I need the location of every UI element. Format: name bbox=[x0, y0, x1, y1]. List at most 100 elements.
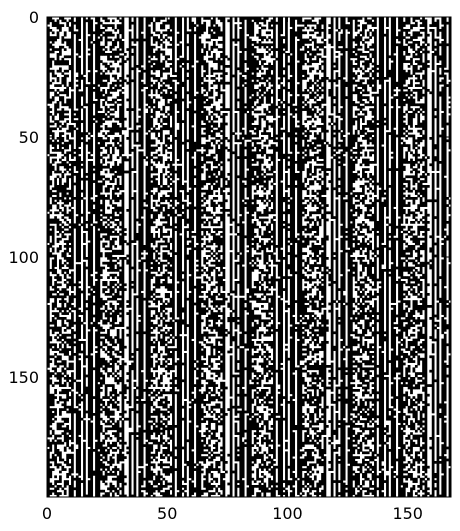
heatmap-cell-run bbox=[369, 132, 372, 138]
heatmap-cell-run bbox=[68, 55, 72, 59]
heatmap-cell-run bbox=[71, 372, 74, 390]
heatmap-cell-run bbox=[258, 413, 262, 416]
heatmap-cell-run bbox=[172, 165, 175, 181]
heatmap-cell-run bbox=[116, 259, 120, 263]
heatmap-cell-run bbox=[116, 79, 120, 90]
heatmap-cell-run bbox=[109, 482, 113, 493]
heatmap-cell-run bbox=[169, 89, 173, 92]
heatmap-cell-run bbox=[244, 48, 247, 51]
heatmap-cell-run bbox=[337, 185, 341, 188]
heatmap-cell-run bbox=[345, 96, 348, 99]
heatmap-cell-run bbox=[292, 17, 296, 104]
heatmap-cell-run bbox=[193, 463, 197, 467]
heatmap-cell-run bbox=[61, 487, 65, 491]
heatmap-cell-run bbox=[386, 434, 389, 443]
heatmap-cell-run bbox=[407, 300, 411, 308]
heatmap-cell-run bbox=[352, 261, 356, 265]
heatmap-cell-run bbox=[270, 252, 274, 260]
heatmap-cell-run bbox=[169, 276, 173, 279]
heatmap-cell-run bbox=[56, 110, 60, 114]
heatmap-cell-run bbox=[66, 55, 69, 59]
heatmap-cell-run bbox=[412, 288, 416, 296]
heatmap-cell-run bbox=[251, 355, 255, 359]
heatmap-cell-run bbox=[299, 50, 303, 315]
heatmap-cell-run bbox=[301, 235, 305, 241]
heatmap-cell-run bbox=[265, 81, 269, 87]
heatmap-cell-run bbox=[263, 26, 267, 30]
heatmap-cell-run bbox=[75, 110, 79, 119]
heatmap-cell-run bbox=[364, 261, 368, 267]
heatmap-cell-run bbox=[412, 41, 416, 51]
heatmap-cell-run bbox=[138, 146, 142, 150]
heatmap-cell-run bbox=[359, 199, 363, 203]
heatmap-cell-run bbox=[49, 36, 53, 42]
heatmap-cell-run bbox=[407, 468, 411, 471]
heatmap-cell-run bbox=[304, 369, 308, 373]
heatmap-cell-run bbox=[265, 389, 269, 392]
heatmap-cell-run bbox=[102, 17, 106, 20]
heatmap-cell-run bbox=[90, 137, 94, 155]
heatmap-cell-run bbox=[200, 360, 204, 368]
heatmap-cell-run bbox=[306, 420, 310, 423]
heatmap-cell-run bbox=[59, 170, 62, 174]
heatmap-cell-run bbox=[73, 110, 77, 114]
heatmap-cell-run bbox=[270, 218, 274, 224]
heatmap-cell-run bbox=[313, 451, 317, 455]
heatmap-cell-run bbox=[205, 293, 209, 296]
heatmap-cell-run bbox=[210, 261, 214, 265]
heatmap-cell-run bbox=[258, 65, 262, 71]
heatmap-cell-run bbox=[357, 103, 360, 109]
heatmap-cell-run bbox=[236, 261, 240, 265]
heatmap-cell-run bbox=[66, 225, 69, 229]
heatmap-cell-run bbox=[97, 451, 101, 498]
heatmap-cell-run bbox=[354, 117, 358, 121]
heatmap-cell-run bbox=[104, 165, 108, 169]
heatmap-cell-run bbox=[414, 149, 418, 164]
heatmap-cell-run bbox=[261, 115, 264, 119]
heatmap-cell-run bbox=[119, 257, 122, 260]
heatmap-cell-run bbox=[49, 252, 53, 258]
heatmap-cell-run bbox=[325, 257, 329, 260]
heatmap-cell-run bbox=[215, 45, 219, 49]
heatmap-cell-run bbox=[261, 235, 264, 239]
heatmap-cell-run bbox=[61, 422, 65, 426]
heatmap-cell-run bbox=[410, 266, 413, 272]
heatmap-cell-run bbox=[402, 240, 406, 243]
heatmap-cell-run bbox=[169, 283, 173, 291]
heatmap-cell-run bbox=[414, 269, 418, 272]
heatmap-cell-run bbox=[417, 31, 421, 37]
heatmap-cell-run bbox=[333, 62, 336, 66]
heatmap-cell-run bbox=[148, 57, 151, 61]
heatmap-cell-run bbox=[162, 261, 166, 265]
heatmap-cell-run bbox=[265, 110, 269, 116]
heatmap-cell-run bbox=[407, 43, 411, 47]
heatmap-cell-run bbox=[402, 377, 406, 387]
heatmap-cell-run bbox=[152, 153, 156, 157]
heatmap-cell-run bbox=[164, 223, 168, 229]
heatmap-cell-run bbox=[393, 329, 397, 378]
heatmap-cell-run bbox=[73, 307, 77, 311]
heatmap-cell-run bbox=[114, 324, 118, 327]
heatmap-cell-run bbox=[371, 348, 375, 351]
heatmap-cell-run bbox=[227, 408, 231, 411]
heatmap-cell-run bbox=[186, 228, 190, 231]
heatmap-cell-run bbox=[263, 108, 267, 114]
heatmap-cell-run bbox=[422, 422, 425, 426]
heatmap-cell-run bbox=[63, 74, 67, 87]
heatmap-cell-run bbox=[181, 271, 185, 275]
heatmap-cell-run bbox=[61, 465, 65, 471]
heatmap-cell-run bbox=[66, 240, 69, 253]
heatmap-cell-run bbox=[157, 293, 161, 296]
heatmap-cell-run bbox=[381, 17, 385, 145]
heatmap-cell-run bbox=[71, 271, 74, 291]
heatmap-cell-run bbox=[210, 434, 214, 440]
heatmap-cell-run bbox=[277, 79, 281, 85]
heatmap-cell-run bbox=[164, 427, 168, 431]
heatmap-cell-run bbox=[236, 67, 240, 71]
heatmap-cell-run bbox=[210, 170, 214, 186]
heatmap-cell-run bbox=[162, 468, 166, 474]
heatmap-cell-run bbox=[414, 103, 418, 107]
heatmap-cell-run bbox=[220, 108, 223, 111]
heatmap-cell-run bbox=[313, 74, 317, 83]
heatmap-cell-run bbox=[63, 317, 67, 320]
